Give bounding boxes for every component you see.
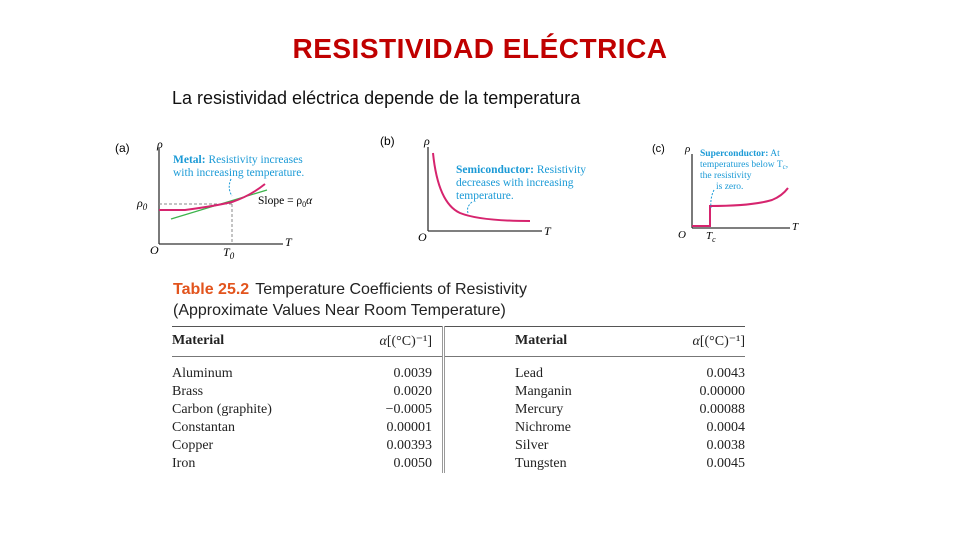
graph-b-label: (b): [380, 134, 395, 148]
table-row: Carbon (graphite) −0.0005 Mercury 0.0008…: [172, 401, 745, 419]
graph-b-note: Semiconductor: Resistivity: [456, 164, 586, 176]
table-divider-cell: [442, 419, 515, 437]
table-divider-cell: [442, 383, 515, 401]
graph-c-note-line2: temperatures below Tc,: [700, 160, 788, 171]
graph-c-x-label: T: [792, 221, 799, 233]
table-caption: Table 25.2 Temperature Coefficients of Re…: [173, 279, 527, 321]
graph-c-note-line3: the resistivity: [700, 171, 752, 181]
graph-c-note: Superconductor: At: [700, 149, 780, 159]
coefficients-table: Material α[(°C)⁻¹] Material α[(°C)⁻¹] Al…: [172, 326, 745, 473]
graph-a-origin: O: [150, 243, 159, 257]
alpha-cell: 0.00000: [699, 384, 746, 399]
table-divider-cell: [442, 437, 515, 455]
header-alpha-right: α[(°C)⁻¹]: [692, 333, 745, 349]
graph-a-rho0: ρ0: [136, 196, 148, 212]
graph-superconductor: (c) ρ T O Tc Superconductor: At temperat…: [652, 142, 812, 244]
graph-a-t0: T0: [223, 245, 235, 261]
graph-b-pointer: [467, 201, 473, 214]
alpha-cell: 0.0043: [706, 366, 746, 381]
slide-title: RESISTIVIDAD ELÉCTRICA: [292, 33, 668, 64]
table-row: Constantan 0.00001 Nichrome 0.0004: [172, 419, 745, 437]
material-cell: Tungsten: [515, 456, 567, 471]
graph-c-tc: Tc: [706, 230, 716, 244]
graph-a-note: Metal: Resistivity increases: [173, 154, 303, 166]
graph-a-y-label: ρ: [156, 137, 163, 151]
alpha-cell: 0.0050: [393, 456, 433, 471]
table-caption-line1: Temperature Coefficients of Resistivity: [255, 281, 527, 298]
header-material-right: Material: [515, 333, 568, 348]
alpha-cell: 0.0039: [393, 366, 433, 381]
alpha-cell: 0.0038: [706, 438, 746, 453]
table-row: Aluminum 0.0039 Lead 0.0043: [172, 356, 746, 383]
material-cell: Aluminum: [172, 366, 233, 381]
graph-c-y-label: ρ: [684, 143, 690, 155]
material-cell: Silver: [515, 438, 549, 453]
alpha-cell: 0.00088: [699, 402, 746, 417]
table-row: Iron 0.0050 Tungsten 0.0045: [172, 455, 745, 473]
material-cell: Iron: [172, 456, 196, 471]
alpha-cell: 0.0020: [393, 384, 433, 399]
alpha-cell: 0.0004: [706, 420, 746, 435]
table-divider-cell: [442, 455, 515, 473]
graph-c-origin: O: [678, 229, 686, 241]
material-cell: Copper: [172, 438, 214, 453]
material-cell: Brass: [172, 384, 204, 399]
graph-c-pointer: [710, 189, 715, 209]
alpha-cell: 0.00393: [386, 438, 433, 453]
material-cell: Carbon (graphite): [172, 402, 272, 417]
graph-a-label: (a): [115, 141, 130, 155]
material-cell: Manganin: [515, 384, 572, 399]
header-material-left: Material: [172, 333, 225, 348]
graph-b-origin: O: [418, 230, 427, 244]
material-cell: Nichrome: [515, 420, 571, 435]
table-divider-cell: [442, 356, 515, 383]
alpha-cell: 0.0045: [706, 456, 746, 471]
slide-subtitle: La resistividad eléctrica depende de la …: [172, 88, 581, 108]
table-number: Table 25.2: [173, 281, 250, 298]
table-header-row: Material α[(°C)⁻¹] Material α[(°C)⁻¹]: [172, 326, 745, 357]
alpha-cell: 0.00001: [386, 420, 433, 435]
graph-b-note-line2: decreases with increasing: [456, 177, 574, 189]
header-alpha-left: α[(°C)⁻¹]: [379, 333, 432, 349]
graph-semiconductor: (b) ρ T O Semiconductor: Resistivity dec…: [380, 133, 586, 248]
graph-c-note-line4: is zero.: [716, 182, 743, 192]
graph-b-x-label: T: [544, 224, 552, 238]
graph-a-slope-label: Slope = ρ0α: [258, 195, 313, 209]
material-cell: Constantan: [172, 420, 235, 435]
graph-b-curve: [432, 152, 531, 222]
table-row: Copper 0.00393 Silver 0.0038: [172, 437, 745, 455]
graph-c-label: (c): [652, 143, 665, 155]
table-row: Brass 0.0020 Manganin 0.00000: [172, 383, 745, 401]
graph-c-curve: [692, 187, 789, 227]
material-cell: Mercury: [515, 402, 564, 417]
table-caption-line2: (Approximate Values Near Room Temperatur…: [173, 302, 506, 319]
material-cell: Lead: [515, 366, 543, 381]
graph-a-note-line2: with increasing temperature.: [173, 167, 304, 179]
graph-b-y-label: ρ: [423, 134, 430, 148]
graph-a-pointer: [228, 178, 233, 197]
graph-b-note-line3: temperature.: [456, 190, 514, 202]
graph-metal: (a) ρ T O ρ0 T0 Metal: Resistivity incre…: [115, 137, 315, 263]
graph-a-curve: [159, 183, 266, 211]
alpha-cell: −0.0005: [385, 402, 432, 417]
table-divider: [442, 326, 515, 357]
table-divider-cell: [442, 401, 515, 419]
graph-a-x-label: T: [285, 235, 293, 249]
